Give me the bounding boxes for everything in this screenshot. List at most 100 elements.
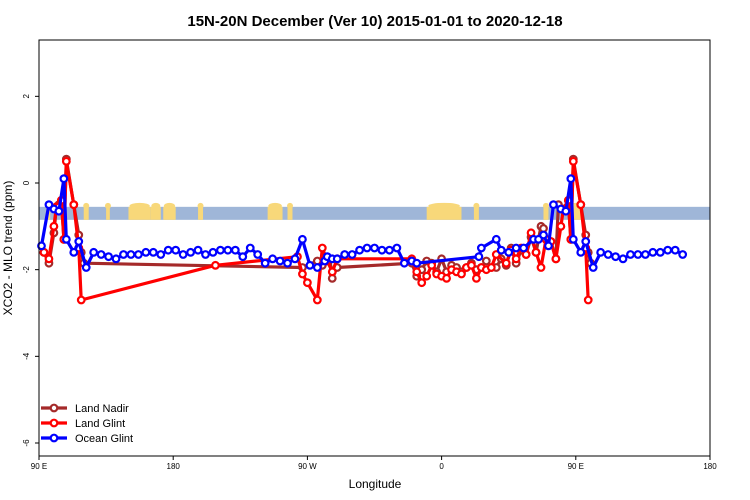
data-point <box>442 273 451 283</box>
legend-marker <box>49 433 59 443</box>
data-point <box>412 267 422 277</box>
land-segment-bump <box>268 202 282 209</box>
land-segment-bump <box>542 202 549 209</box>
data-point <box>362 243 372 253</box>
land-segment <box>473 206 479 220</box>
data-point <box>49 221 59 231</box>
data-point <box>59 174 69 184</box>
data-point <box>531 247 541 257</box>
data-point <box>581 237 591 246</box>
y-tick-label: -2 <box>22 266 31 274</box>
data-point <box>496 245 506 255</box>
data-point <box>504 247 514 257</box>
data-point <box>260 258 270 268</box>
data-point <box>119 250 128 259</box>
land-segment <box>426 206 462 220</box>
land-segment <box>83 206 89 220</box>
data-point <box>576 200 586 210</box>
data-point <box>626 250 635 259</box>
data-point <box>568 156 578 166</box>
data-point <box>283 258 292 268</box>
data-point <box>156 250 166 259</box>
data-point <box>317 243 327 253</box>
land-segment <box>106 206 110 220</box>
land-segment <box>128 206 151 220</box>
land-segment <box>287 206 293 220</box>
data-point <box>549 200 558 210</box>
x-tick-label: 90 E <box>568 462 584 471</box>
data-point <box>44 254 54 264</box>
data-point <box>561 206 571 216</box>
land-segment <box>267 206 283 220</box>
chart-title: 15N-20N December (Ver 10) 2015-01-01 to … <box>187 13 562 30</box>
data-point <box>163 245 173 255</box>
data-point <box>76 295 86 305</box>
data-point <box>471 273 481 283</box>
land-segment-bump <box>151 202 161 209</box>
data-point <box>186 247 195 257</box>
legend-label: Land Nadir <box>75 403 129 415</box>
data-point <box>511 243 521 253</box>
data-point <box>89 247 99 257</box>
data-point <box>417 278 427 288</box>
data-point <box>566 174 576 184</box>
data-point <box>312 263 322 272</box>
latitude-band <box>39 202 710 220</box>
x-tick-label: 90 E <box>31 462 47 471</box>
ocean-band <box>39 206 710 220</box>
data-point <box>61 156 71 166</box>
data-point <box>603 250 613 259</box>
data-point <box>377 245 387 255</box>
legend-item: Land Nadir <box>41 403 129 415</box>
data-point <box>576 247 586 257</box>
data-point <box>491 234 501 244</box>
legend-marker <box>49 403 59 413</box>
data-point <box>141 247 151 257</box>
data-point <box>486 263 496 272</box>
data-point <box>385 245 394 255</box>
land-segment <box>198 206 204 220</box>
data-point <box>355 245 364 255</box>
data-point <box>618 254 628 264</box>
data-point <box>223 245 233 255</box>
data-point <box>201 250 210 259</box>
data-point <box>81 263 91 272</box>
data-point <box>422 271 432 281</box>
data-point <box>245 243 255 253</box>
legend-label: Ocean Glint <box>75 433 133 445</box>
data-point <box>275 256 285 266</box>
y-tick-label: 2 <box>22 94 31 99</box>
data-point <box>519 243 529 253</box>
y-tick-label: 0 <box>22 180 31 185</box>
data-point <box>481 256 491 266</box>
land-segment-bump <box>428 202 460 209</box>
data-point <box>327 267 337 277</box>
data-point <box>663 245 673 255</box>
data-point <box>238 252 248 262</box>
land-segment-bump <box>83 202 90 209</box>
data-point <box>588 263 598 272</box>
data-point <box>347 250 357 259</box>
data-point <box>134 250 143 259</box>
data-point <box>678 250 688 259</box>
data-point <box>216 245 225 255</box>
data-point <box>467 260 476 270</box>
data-point <box>230 245 240 255</box>
data-point <box>96 250 106 259</box>
data-point <box>111 254 121 264</box>
land-segment-bump <box>287 202 294 209</box>
data-point <box>69 247 79 257</box>
data-point <box>640 250 650 259</box>
data-point <box>61 234 71 244</box>
legend-label: Land Glint <box>75 418 125 430</box>
data-point <box>583 295 593 305</box>
land-segment-bump <box>104 202 111 209</box>
land-segment <box>543 206 549 220</box>
data-point <box>104 252 113 262</box>
data-point <box>648 247 658 257</box>
x-axis-label: Longitude <box>349 477 402 491</box>
data-point <box>178 250 188 259</box>
data-point <box>290 254 300 264</box>
data-point <box>253 250 263 259</box>
